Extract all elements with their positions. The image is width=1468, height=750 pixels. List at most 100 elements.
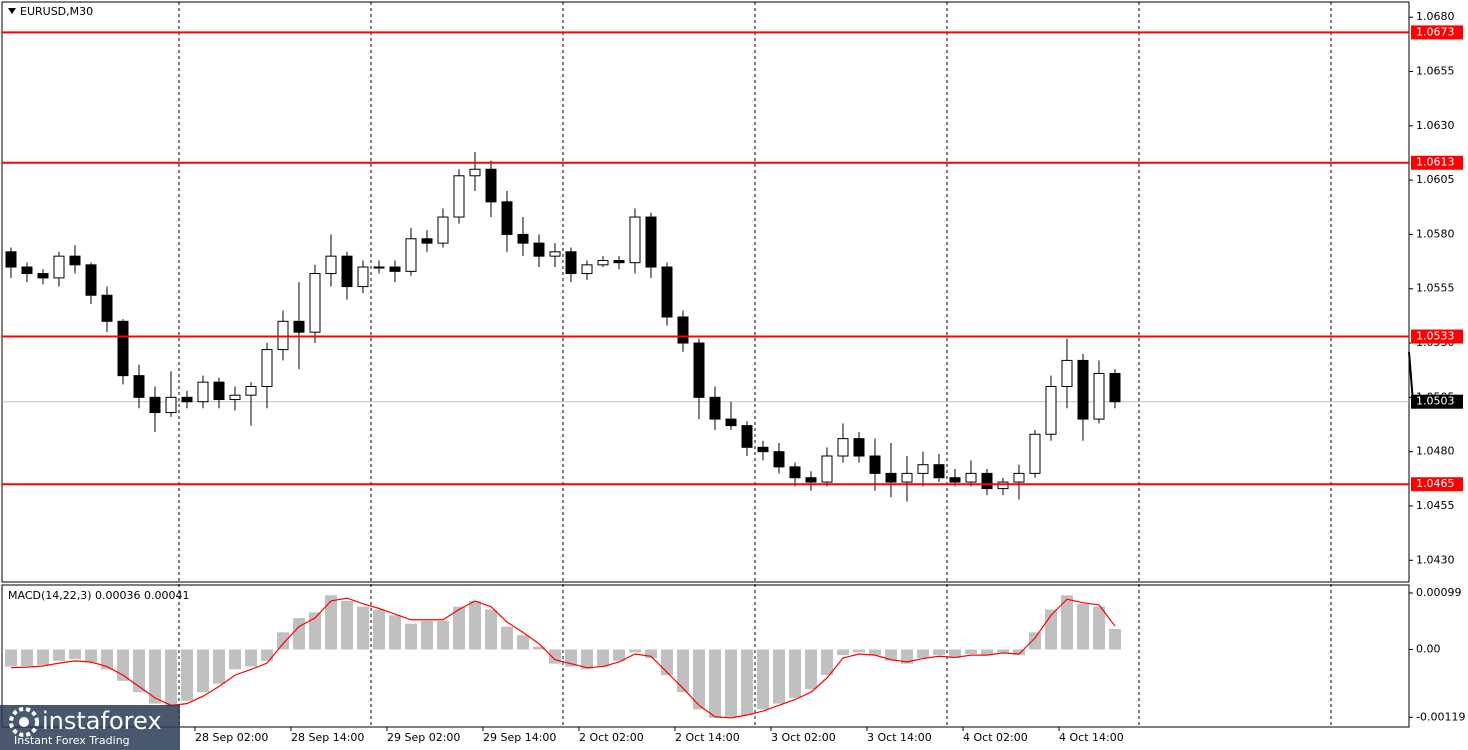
macd-bar bbox=[309, 612, 321, 650]
macd-bar bbox=[645, 649, 657, 658]
candle-body bbox=[1061, 359, 1073, 387]
x-tick-label: 29 Sep 02:00 bbox=[387, 731, 460, 744]
candle-body bbox=[501, 201, 513, 235]
macd-bar bbox=[997, 649, 1009, 653]
macd-bar bbox=[613, 649, 625, 661]
x-tick-label: 2 Oct 02:00 bbox=[579, 731, 644, 744]
candle-body bbox=[949, 477, 961, 483]
candle-body bbox=[341, 255, 353, 288]
candle-body bbox=[549, 251, 561, 257]
macd-bar bbox=[293, 618, 305, 650]
macd-bar bbox=[949, 649, 961, 658]
macd-bar bbox=[277, 632, 289, 650]
candle-body bbox=[565, 251, 577, 275]
level-label: 1.0613 bbox=[1416, 156, 1455, 169]
y-tick-label: 1.0605 bbox=[1416, 173, 1455, 186]
level-label: 1.0673 bbox=[1416, 25, 1455, 38]
logo: instaforex Instant Forex Trading bbox=[0, 705, 180, 750]
macd-bar bbox=[197, 649, 209, 693]
logo-tagline: Instant Forex Trading bbox=[14, 734, 130, 747]
candle-body bbox=[373, 266, 385, 269]
candle-body bbox=[1029, 433, 1041, 474]
candle-body bbox=[517, 233, 529, 244]
candle-body bbox=[37, 273, 49, 279]
macd-bar bbox=[1029, 632, 1041, 650]
macd-bar bbox=[389, 615, 401, 650]
candle-body bbox=[885, 472, 897, 483]
macd-bar bbox=[181, 649, 193, 701]
macd-bar bbox=[165, 649, 177, 707]
logo-name: instaforex bbox=[42, 707, 162, 735]
candle-body bbox=[997, 481, 1009, 490]
candle-body bbox=[869, 455, 881, 474]
candle-body bbox=[821, 455, 833, 483]
y-tick-label: 1.0480 bbox=[1416, 445, 1455, 458]
macd-bar bbox=[1061, 595, 1073, 650]
candle-body bbox=[101, 294, 113, 322]
level-label: 1.0533 bbox=[1416, 330, 1455, 343]
macd-bar bbox=[965, 649, 977, 655]
macd-bar bbox=[693, 649, 705, 710]
candle-body bbox=[933, 464, 945, 479]
candle-body bbox=[965, 472, 977, 483]
chart-title: EURUSD,M30 bbox=[20, 5, 93, 18]
logo-hub bbox=[19, 717, 29, 727]
macd-bar bbox=[325, 595, 337, 650]
candle-body bbox=[597, 260, 609, 266]
y-tick-label: 1.0680 bbox=[1416, 10, 1455, 23]
macd-bar bbox=[229, 649, 241, 670]
candle-body bbox=[453, 175, 465, 218]
macd-bar bbox=[805, 649, 817, 690]
x-tick-label: 28 Sep 14:00 bbox=[291, 731, 364, 744]
candle-body bbox=[437, 216, 449, 244]
macd-bar bbox=[789, 649, 801, 698]
candle-body bbox=[533, 242, 545, 257]
candle-body bbox=[917, 464, 929, 474]
candle-body bbox=[85, 264, 97, 296]
candle-body bbox=[1093, 372, 1105, 420]
macd-bar bbox=[1013, 649, 1025, 656]
macd-bar bbox=[773, 649, 785, 704]
y-tick-label: 1.0630 bbox=[1416, 119, 1455, 132]
macd-bar bbox=[245, 649, 257, 667]
macd-bar bbox=[901, 649, 913, 664]
candle-body bbox=[581, 264, 593, 275]
level-box bbox=[1411, 477, 1463, 492]
macd-bar bbox=[709, 649, 721, 718]
candle-body bbox=[693, 342, 705, 398]
macd-bar bbox=[757, 649, 769, 710]
macd-bar bbox=[437, 620, 449, 650]
y-tick-label: 0.00 bbox=[1416, 642, 1441, 655]
macd-bar bbox=[341, 600, 353, 650]
x-tick-label: 2 Oct 14:00 bbox=[675, 731, 740, 744]
signal-line bbox=[10, 597, 1116, 719]
candle-body bbox=[469, 168, 481, 177]
x-tick-label: 28 Sep 02:00 bbox=[195, 731, 268, 744]
candle-body bbox=[213, 381, 225, 401]
candle-body bbox=[421, 238, 433, 244]
candle-body bbox=[725, 418, 737, 427]
candle-body bbox=[5, 251, 17, 268]
candle-body bbox=[133, 375, 145, 398]
candle-body bbox=[661, 266, 673, 318]
candle-body bbox=[325, 255, 337, 275]
macd-bar bbox=[533, 646, 545, 650]
candle-body bbox=[261, 349, 273, 387]
macd-title: MACD(14,22,3) 0.00036 0.00041 bbox=[8, 589, 190, 602]
candle-body bbox=[69, 255, 81, 266]
candle-body bbox=[149, 396, 161, 414]
candle-body bbox=[277, 320, 289, 351]
macd-bar bbox=[53, 649, 65, 661]
candle-body bbox=[229, 394, 241, 401]
macd-bar bbox=[485, 609, 497, 650]
candle-body bbox=[197, 381, 209, 403]
macd-bar bbox=[917, 649, 929, 658]
macd-bar bbox=[821, 649, 833, 676]
candle-body bbox=[629, 216, 641, 264]
y-tick-label: 1.0655 bbox=[1416, 65, 1455, 78]
candle-body bbox=[1109, 372, 1121, 403]
candle-body bbox=[1045, 385, 1057, 435]
candle-body bbox=[789, 466, 801, 479]
logo-gear bbox=[9, 707, 39, 737]
macd-bar bbox=[1109, 628, 1121, 650]
